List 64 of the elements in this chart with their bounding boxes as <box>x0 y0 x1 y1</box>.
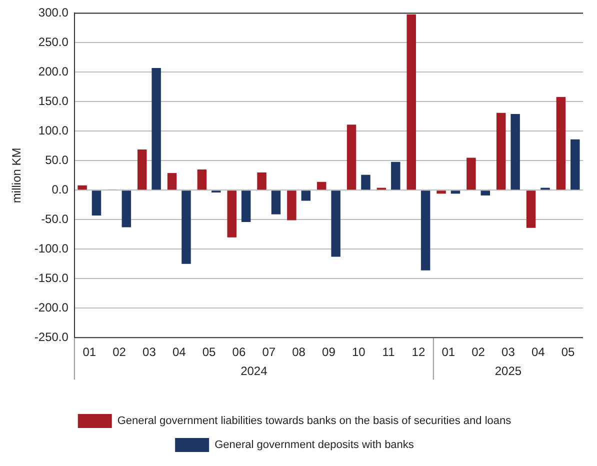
x-tick-label: 04 <box>531 345 546 360</box>
bar <box>556 96 566 190</box>
x-tick-label: 07 <box>262 345 276 360</box>
bar <box>346 124 356 190</box>
bar <box>361 174 370 190</box>
bar <box>510 114 520 190</box>
y-tick-label: 0.0 <box>52 182 69 196</box>
y-tick-label: 300.0 <box>38 6 69 20</box>
x-tick-label: 12 <box>412 345 426 360</box>
x-tick-label: 08 <box>292 345 306 360</box>
bar <box>92 190 102 216</box>
bar <box>301 190 311 201</box>
y-tick-label: -250.0 <box>34 330 69 344</box>
x-tick-label: 10 <box>352 345 366 360</box>
bar <box>152 68 161 190</box>
bar <box>406 14 416 190</box>
y-tick-label: 150.0 <box>38 94 69 108</box>
bar <box>197 170 207 190</box>
bar <box>420 190 430 270</box>
x-tick-label: 06 <box>232 345 246 360</box>
y-tick-label: -50.0 <box>41 212 69 226</box>
x-tick-label: 01 <box>442 345 456 360</box>
bar <box>167 173 177 190</box>
x-tick-label: 01 <box>82 345 96 360</box>
text: 2025 <box>494 364 522 378</box>
x-tick-label: 02 <box>112 345 126 360</box>
bar <box>391 162 400 190</box>
text: 2024 <box>240 364 268 378</box>
bar <box>271 190 281 214</box>
bar <box>316 182 326 190</box>
x-tick-label: 05 <box>202 345 216 360</box>
y-tick-label: 200.0 <box>38 64 69 78</box>
bar <box>287 190 296 220</box>
bar <box>78 185 87 190</box>
bar <box>137 149 147 190</box>
y-tick-label: -200.0 <box>34 300 69 314</box>
x-tick-label: 09 <box>322 345 336 360</box>
bar <box>496 112 506 190</box>
bar <box>480 190 490 196</box>
x-tick-label: 11 <box>382 345 396 360</box>
y-tick-label: 250.0 <box>38 35 69 50</box>
bar <box>466 158 476 190</box>
x-tick-label: 03 <box>142 345 156 360</box>
bar <box>570 139 580 190</box>
x-tick-label: 05 <box>561 345 576 360</box>
y-axis-title: million KM <box>10 148 24 204</box>
y-tick-label: -150.0 <box>34 270 69 285</box>
bar <box>241 190 251 222</box>
bar <box>436 190 446 194</box>
legend-label: General government deposits with banks <box>214 439 414 452</box>
y-tick-label: 100.0 <box>38 123 69 138</box>
bar <box>526 190 536 228</box>
x-tick-label: 03 <box>502 345 516 360</box>
bar <box>331 190 340 257</box>
y-tick-label: 50.0 <box>45 152 69 167</box>
bar <box>227 190 236 238</box>
bar <box>450 190 460 194</box>
y-tick-label: -100.0 <box>34 241 69 256</box>
legend-label: General government liabilities towards banks on the basis of securities and loans <box>117 415 512 428</box>
bar <box>182 190 191 264</box>
x-tick-label: 04 <box>172 345 186 360</box>
x-tick-label: 02 <box>472 345 486 360</box>
bar <box>122 190 132 228</box>
bar <box>257 172 266 190</box>
